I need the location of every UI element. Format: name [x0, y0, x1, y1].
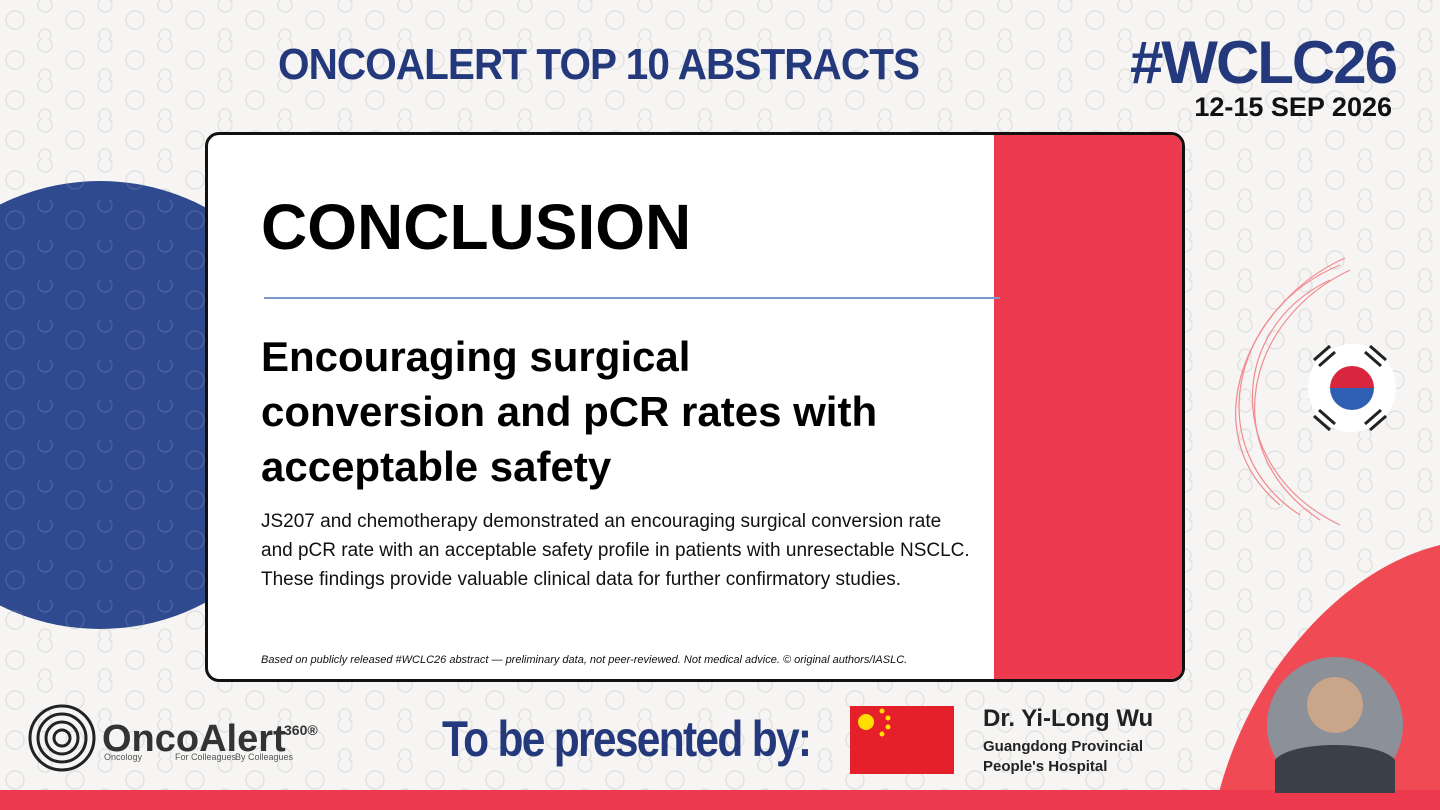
- presenter-name: Dr. Yi-Long Wu: [983, 705, 1154, 732]
- card-subheading: Encouraging surgical conversion and pCR …: [261, 333, 878, 490]
- logo-name: OncoAlert: [102, 718, 286, 760]
- dates: 12-15 SEP 2026: [1194, 92, 1392, 122]
- logo-tagline: By Colleagues: [235, 752, 294, 762]
- divider: [264, 297, 1000, 299]
- trigrams: [1313, 344, 1387, 432]
- logo-icon: [28, 704, 96, 772]
- flag-stars: [858, 708, 891, 737]
- brush-arc: [1235, 257, 1351, 526]
- presenter-label: To be presented by:: [442, 711, 812, 767]
- logo-tagline: Oncology: [104, 752, 143, 762]
- card-heading: CONCLUSION: [261, 191, 692, 263]
- logo-tagline: For Colleagues: [175, 752, 237, 762]
- presenter-affiliation: Guangdong Provincial: [983, 738, 1144, 755]
- card-strip: [994, 135, 1182, 679]
- photo-suit: [1275, 745, 1395, 793]
- card-body: JS207 and chemotherapy demonstrated an e…: [261, 511, 970, 590]
- photo-face: [1307, 677, 1363, 733]
- taeguk-red: [1330, 366, 1374, 388]
- bottom-bar: [0, 790, 1440, 810]
- logo-mark: 360®: [284, 722, 318, 738]
- presenter-affiliation: People's Hospital: [983, 758, 1108, 775]
- hashtag: #WCLC26: [1129, 29, 1398, 96]
- disclaimer: Based on publicly released #WCLC26 abstr…: [261, 654, 908, 666]
- taeguk-blue: [1330, 388, 1374, 410]
- title: ONCOALERT TOP 10 ABSTRACTS: [278, 40, 920, 89]
- card: [205, 132, 1185, 682]
